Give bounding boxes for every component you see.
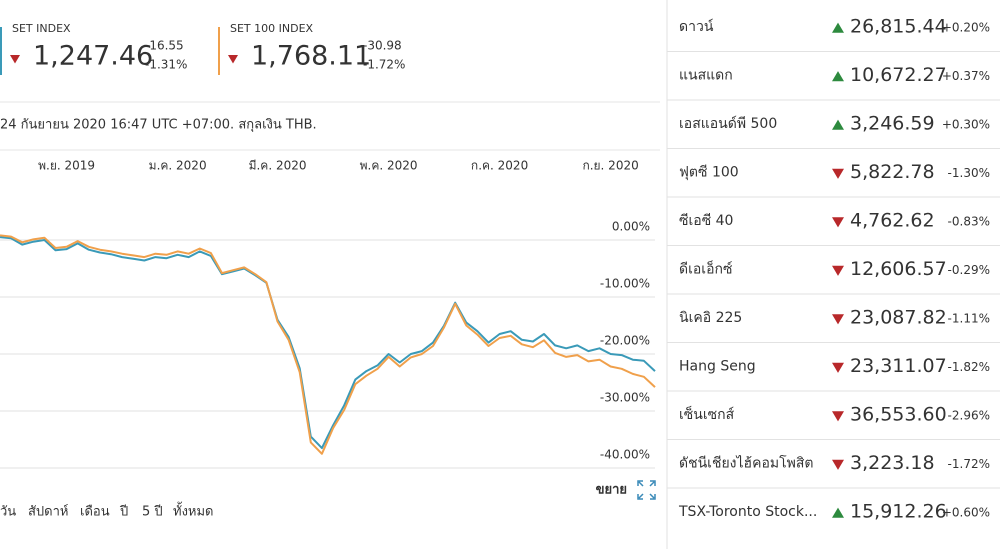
up-arrow (832, 71, 844, 82)
card-title[interactable]: SET 100 INDEX (230, 22, 314, 35)
y-tick-label: 0.00% (612, 220, 650, 234)
series-line (0, 236, 656, 450)
x-tick-label: พ.ย. 2019 (38, 159, 95, 173)
market-value: 3,246.59 (850, 113, 935, 135)
card-value: 1,768.11 (251, 41, 371, 72)
market-change: -0.29% (948, 263, 990, 277)
market-change: -1.11% (948, 312, 990, 326)
market-name[interactable]: นิเคอิ 225 (679, 310, 742, 326)
x-tick-label: มี.ค. 2020 (249, 159, 307, 173)
market-change: +0.37% (942, 69, 990, 83)
timestamp: 24 กันยายน 2020 16:47 UTC +07:00. สกุลเง… (0, 118, 317, 133)
card-title[interactable]: SET INDEX (12, 22, 71, 35)
market-name[interactable]: เอสแอนด์พี 500 (679, 115, 777, 132)
down-arrow (832, 265, 844, 276)
range-button[interactable]: วัน (0, 505, 16, 520)
market-change: -1.72% (948, 457, 990, 471)
down-arrow (228, 55, 238, 64)
card-accent (0, 27, 2, 75)
range-button[interactable]: สัปดาห์ (28, 504, 69, 520)
y-tick-label: -30.00% (600, 391, 650, 405)
up-arrow (832, 507, 844, 518)
y-tick-label: -10.00% (600, 277, 650, 291)
market-name[interactable]: ดีเอเอ็กซ์ (679, 260, 732, 278)
market-change: +0.30% (942, 118, 990, 132)
market-value: 3,223.18 (850, 452, 935, 474)
market-name[interactable]: ฟุตซี 100 (679, 165, 739, 181)
down-arrow (10, 55, 20, 64)
card-change-pct: -1.31% (145, 58, 187, 72)
range-button[interactable]: เดือน (80, 504, 110, 520)
market-value: 26,815.44 (850, 16, 947, 38)
market-value: 10,672.27 (850, 64, 947, 86)
range-button[interactable]: 5 ปี (142, 504, 163, 520)
market-value: 15,912.26 (850, 501, 947, 523)
x-tick-label: ม.ค. 2020 (149, 159, 207, 173)
down-arrow (832, 217, 844, 228)
range-button[interactable]: ปี (119, 504, 128, 520)
down-arrow (832, 168, 844, 179)
x-tick-label: พ.ค. 2020 (360, 159, 418, 173)
market-value: 36,553.60 (850, 404, 947, 426)
market-name[interactable]: ดัชนีเชียงไฮ้คอมโพสิต (679, 455, 813, 472)
market-value: 4,762.62 (850, 210, 935, 232)
market-change: +0.60% (942, 506, 990, 520)
market-change: -0.83% (948, 215, 990, 229)
y-tick-label: -40.00% (600, 448, 650, 462)
market-name[interactable]: ดาวน์ (679, 18, 714, 35)
series-line (0, 234, 656, 455)
expand-button[interactable]: ขยาย (596, 483, 627, 498)
expand-icon[interactable] (637, 480, 656, 500)
market-name[interactable]: ซีเอซี 40 (679, 213, 733, 229)
range-button[interactable]: ทั้งหมด (173, 502, 214, 520)
up-arrow (832, 119, 844, 130)
market-name[interactable]: Hang Seng (679, 359, 756, 375)
x-tick-label: ก.ค. 2020 (471, 159, 528, 173)
x-tick-label: ก.ย. 2020 (582, 159, 638, 173)
down-arrow (832, 411, 844, 422)
market-value: 23,311.07 (850, 355, 947, 377)
card-accent (218, 27, 220, 75)
market-value: 12,606.57 (850, 258, 947, 280)
market-change: +0.20% (942, 21, 990, 35)
market-name[interactable]: TSX-Toronto Stock... (678, 504, 817, 520)
y-tick-label: -20.00% (600, 334, 650, 348)
market-change: -1.30% (948, 166, 990, 180)
market-change: -1.82% (948, 360, 990, 374)
market-name[interactable]: แนสแดก (679, 68, 733, 84)
down-arrow (832, 459, 844, 470)
market-change: -2.96% (948, 409, 990, 423)
market-value: 23,087.82 (850, 307, 947, 329)
card-change: -16.55 (145, 39, 184, 53)
card-change: -30.98 (363, 39, 402, 53)
card-value: 1,247.46 (33, 41, 153, 72)
up-arrow (832, 22, 844, 33)
down-arrow (832, 362, 844, 373)
down-arrow (832, 314, 844, 325)
card-change-pct: -1.72% (363, 58, 405, 72)
market-name[interactable]: เซ็นเซกส์ (679, 405, 735, 423)
market-value: 5,822.78 (850, 161, 935, 183)
